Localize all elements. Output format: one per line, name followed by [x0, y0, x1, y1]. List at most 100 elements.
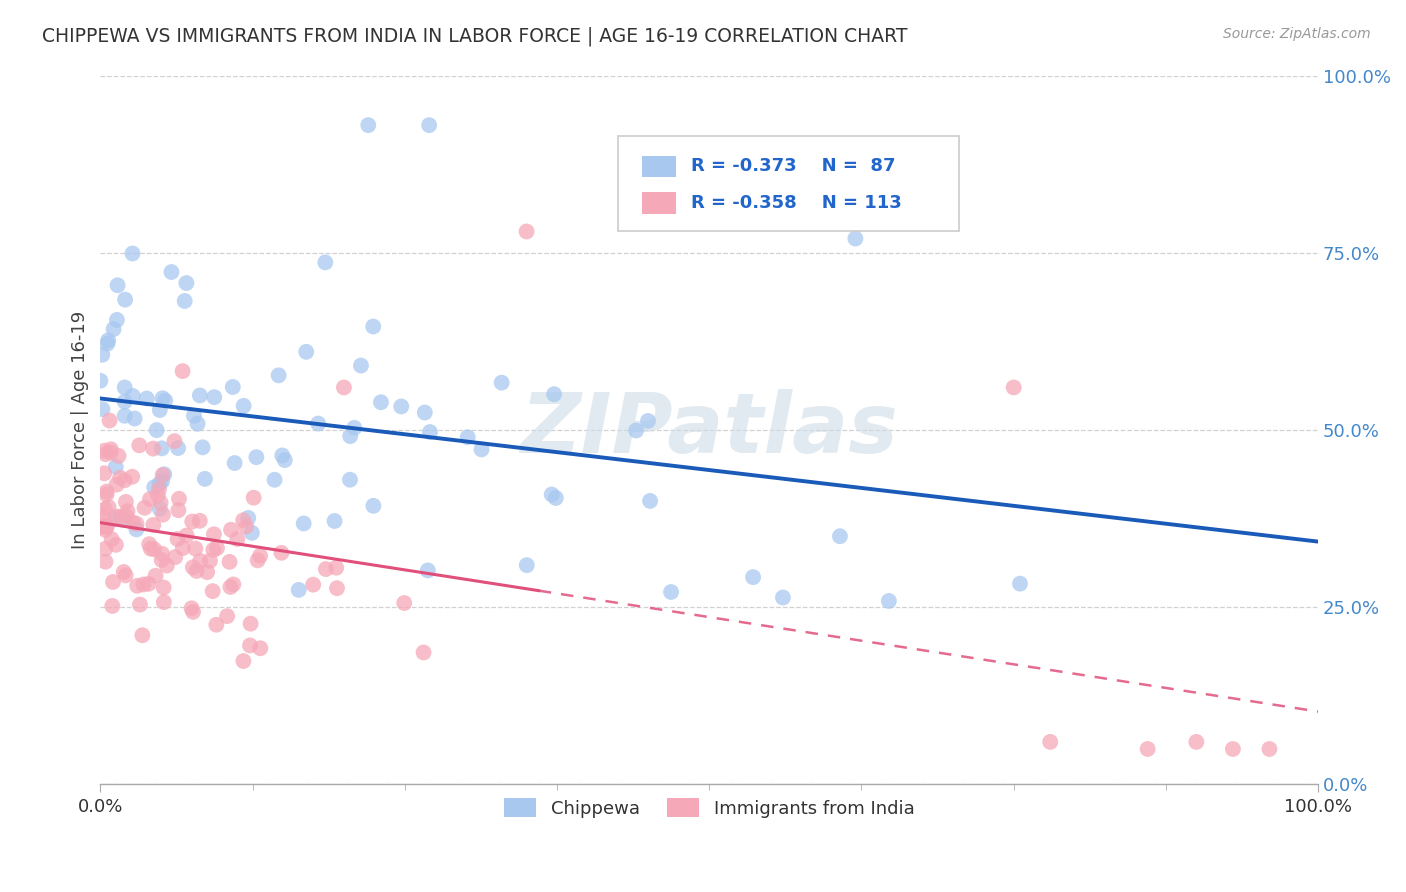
Point: [339, 473, 361, 487]
Point: [150, 442, 173, 456]
Point: [172, 541, 194, 555]
FancyBboxPatch shape: [617, 136, 959, 232]
Point: [205, 617, 228, 632]
Point: [239, 616, 262, 631]
Point: [104, 459, 127, 474]
Point: [543, 387, 565, 401]
Point: [245, 450, 267, 465]
Point: [202, 542, 225, 557]
Point: [240, 525, 263, 540]
Point: [202, 390, 225, 404]
Point: [104, 538, 127, 552]
Point: [124, 411, 146, 425]
Point: [167, 441, 190, 455]
Text: ZIPatlas: ZIPatlas: [520, 390, 898, 470]
Point: [125, 522, 148, 536]
Point: [287, 582, 309, 597]
Point: [772, 591, 794, 605]
Point: [121, 469, 143, 483]
Point: [339, 429, 361, 443]
Point: [419, 425, 441, 439]
Point: [142, 442, 165, 456]
Text: Source: ZipAtlas.com: Source: ZipAtlas.com: [1223, 27, 1371, 41]
Point: [125, 516, 148, 531]
Point: [877, 594, 900, 608]
Point: [307, 417, 329, 431]
Point: [516, 558, 538, 573]
Point: [173, 293, 195, 308]
Point: [267, 368, 290, 383]
Point: [108, 470, 131, 484]
Point: [142, 518, 165, 533]
Text: R = -0.358    N = 113: R = -0.358 N = 113: [690, 194, 901, 212]
Point: [184, 541, 207, 556]
Point: [470, 442, 492, 457]
Point: [104, 512, 127, 526]
Point: [103, 322, 125, 336]
Point: [93, 443, 115, 458]
Point: [188, 514, 211, 528]
Point: [1002, 380, 1025, 394]
Point: [325, 560, 347, 574]
Point: [315, 562, 337, 576]
Point: [166, 532, 188, 546]
Point: [90, 520, 112, 534]
Point: [98, 413, 121, 427]
Point: [1222, 742, 1244, 756]
Point: [114, 394, 136, 409]
Point: [105, 313, 128, 327]
Point: [238, 511, 260, 525]
Point: [143, 480, 166, 494]
Point: [121, 246, 143, 260]
Point: [659, 585, 682, 599]
Point: [195, 565, 218, 579]
Point: [97, 334, 120, 348]
Point: [343, 421, 366, 435]
Point: [1185, 735, 1208, 749]
Point: [363, 499, 385, 513]
Point: [114, 293, 136, 307]
Point: [1136, 742, 1159, 756]
Point: [115, 508, 138, 523]
Point: [540, 487, 562, 501]
Point: [413, 405, 436, 419]
Point: [146, 488, 169, 502]
Point: [219, 523, 242, 537]
Point: [96, 520, 118, 534]
Point: [457, 430, 479, 444]
Point: [94, 447, 117, 461]
Point: [186, 564, 208, 578]
Point: [122, 389, 145, 403]
Point: [361, 319, 384, 334]
Point: [323, 514, 346, 528]
Point: [93, 467, 115, 481]
Point: [91, 517, 114, 532]
Point: [150, 553, 173, 567]
Point: [638, 494, 661, 508]
Point: [198, 554, 221, 568]
Point: [114, 409, 136, 423]
Point: [94, 541, 117, 556]
Point: [149, 496, 172, 510]
Point: [138, 537, 160, 551]
Point: [191, 440, 214, 454]
Point: [218, 555, 240, 569]
Point: [148, 482, 170, 496]
Point: [249, 641, 271, 656]
Point: [100, 442, 122, 457]
Point: [152, 468, 174, 483]
Point: [110, 510, 132, 524]
Point: [844, 231, 866, 245]
Bar: [643, 193, 676, 214]
Point: [295, 344, 318, 359]
Point: [117, 504, 139, 518]
Point: [219, 580, 242, 594]
Point: [131, 628, 153, 642]
Point: [145, 423, 167, 437]
Point: [165, 550, 187, 565]
Point: [149, 502, 172, 516]
Point: [183, 409, 205, 423]
Point: [96, 336, 118, 351]
Point: [112, 565, 135, 579]
Point: [1258, 742, 1281, 756]
